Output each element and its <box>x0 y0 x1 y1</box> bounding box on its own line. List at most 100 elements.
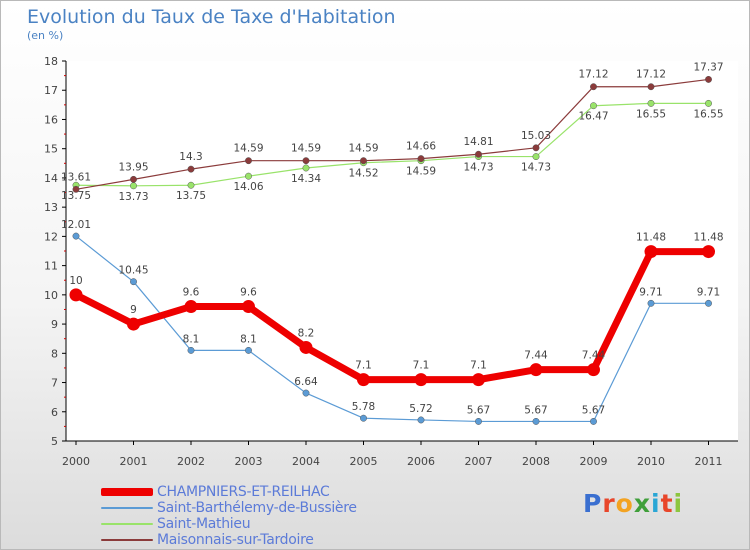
data-point <box>532 417 540 425</box>
y-tick-label: 5 <box>51 435 58 448</box>
y-tick-label: 6 <box>51 406 58 419</box>
data-label: 13.95 <box>118 161 148 173</box>
data-point <box>187 181 195 189</box>
data-label: 7.44 <box>524 350 548 362</box>
data-label: 8.1 <box>183 333 200 345</box>
legend-label: Maisonnais-sur-Tardoire <box>157 532 314 548</box>
data-label: 9.6 <box>183 287 200 299</box>
y-tick-label: 12 <box>44 230 58 243</box>
data-label: 7.44 <box>582 350 606 362</box>
data-label: 5.67 <box>524 404 547 416</box>
x-tick-label: 2006 <box>407 455 435 468</box>
legend-swatch <box>101 488 153 496</box>
chart-title: Evolution du Taux de Taxe d'Habitation <box>27 6 396 28</box>
data-label: 14.34 <box>291 173 321 185</box>
y-tick-label: 10 <box>44 289 58 302</box>
data-point <box>184 300 198 314</box>
y-tick-label: 17 <box>44 84 58 97</box>
data-point <box>72 232 80 240</box>
legend-label: CHAMPNIERS-ET-REILHAC <box>157 484 330 500</box>
legend-swatch <box>101 539 153 541</box>
data-label: 16.47 <box>578 111 608 123</box>
data-point <box>360 157 367 165</box>
legend-label: Saint-Mathieu <box>157 516 251 532</box>
legend-swatch <box>101 523 153 525</box>
data-label: 14.59 <box>406 166 436 178</box>
data-label: 17.37 <box>693 61 723 73</box>
data-point <box>417 155 425 163</box>
data-point <box>302 389 310 397</box>
data-point <box>644 245 658 259</box>
unit-label: (en %) <box>27 29 64 42</box>
data-label: 7.1 <box>355 360 372 372</box>
data-point <box>245 172 252 180</box>
data-point <box>417 416 425 424</box>
data-point <box>245 157 252 165</box>
series-line-2 <box>75 235 709 423</box>
data-label: 14.52 <box>348 168 378 180</box>
data-label: 7.1 <box>470 360 487 372</box>
data-point <box>647 99 655 107</box>
x-tick-label: 2010 <box>637 455 665 468</box>
data-label: 11.48 <box>636 232 666 244</box>
data-point <box>590 417 597 425</box>
y-tick-label: 14 <box>44 172 58 185</box>
data-point <box>360 414 367 422</box>
data-point <box>302 157 310 165</box>
y-tick-label: 8 <box>51 347 58 360</box>
y-tick-label: 13 <box>44 201 58 214</box>
data-point <box>187 346 195 354</box>
data-point <box>705 299 712 307</box>
data-point <box>475 417 482 425</box>
data-point <box>414 373 428 387</box>
data-label: 9.71 <box>639 286 662 298</box>
x-tick-label: 2002 <box>177 455 205 468</box>
y-tick-label: 15 <box>44 143 58 156</box>
data-point <box>130 182 137 190</box>
data-label: 9.71 <box>697 286 720 298</box>
data-point <box>127 317 140 331</box>
data-label: 14.73 <box>463 162 493 174</box>
data-label: 13.61 <box>61 171 91 183</box>
data-point <box>475 150 482 158</box>
data-label: 16.55 <box>636 108 666 120</box>
data-label: 15.03 <box>521 130 551 142</box>
y-tick-label: 11 <box>44 260 58 273</box>
data-label: 13.75 <box>61 190 91 202</box>
data-label: 9.6 <box>240 287 257 299</box>
data-point <box>529 363 543 377</box>
series-line-4 <box>75 78 709 190</box>
data-label: 12.01 <box>61 219 91 231</box>
data-label: 7.1 <box>413 360 430 372</box>
data-label: 14.59 <box>291 143 321 155</box>
data-point <box>299 340 313 354</box>
y-tick-label: 7 <box>51 377 58 390</box>
y-tick-label: 9 <box>51 318 58 331</box>
data-label: 10 <box>69 275 82 287</box>
data-label: 13.73 <box>118 191 148 203</box>
data-label: 8.1 <box>240 333 257 345</box>
x-tick-label: 2011 <box>695 455 723 468</box>
data-label: 17.12 <box>636 69 666 81</box>
x-tick-label: 2009 <box>580 455 608 468</box>
data-point <box>242 300 255 314</box>
data-point <box>130 278 137 286</box>
data-point <box>705 99 712 107</box>
data-label: 14.66 <box>406 141 436 153</box>
x-tick-label: 2000 <box>62 455 90 468</box>
data-point <box>587 363 600 377</box>
data-point <box>705 75 712 83</box>
data-label: 17.12 <box>578 69 608 81</box>
data-label: 14.3 <box>179 151 202 163</box>
data-point <box>357 373 370 387</box>
series-line-1 <box>74 248 709 384</box>
data-label: 13.75 <box>176 190 206 202</box>
x-tick-label: 2008 <box>522 455 550 468</box>
data-label: 5.67 <box>582 404 605 416</box>
x-tick-label: 2003 <box>235 455 263 468</box>
data-point <box>472 373 485 387</box>
data-point <box>647 83 655 91</box>
data-label: 14.73 <box>521 162 551 174</box>
data-label: 9 <box>130 304 137 316</box>
